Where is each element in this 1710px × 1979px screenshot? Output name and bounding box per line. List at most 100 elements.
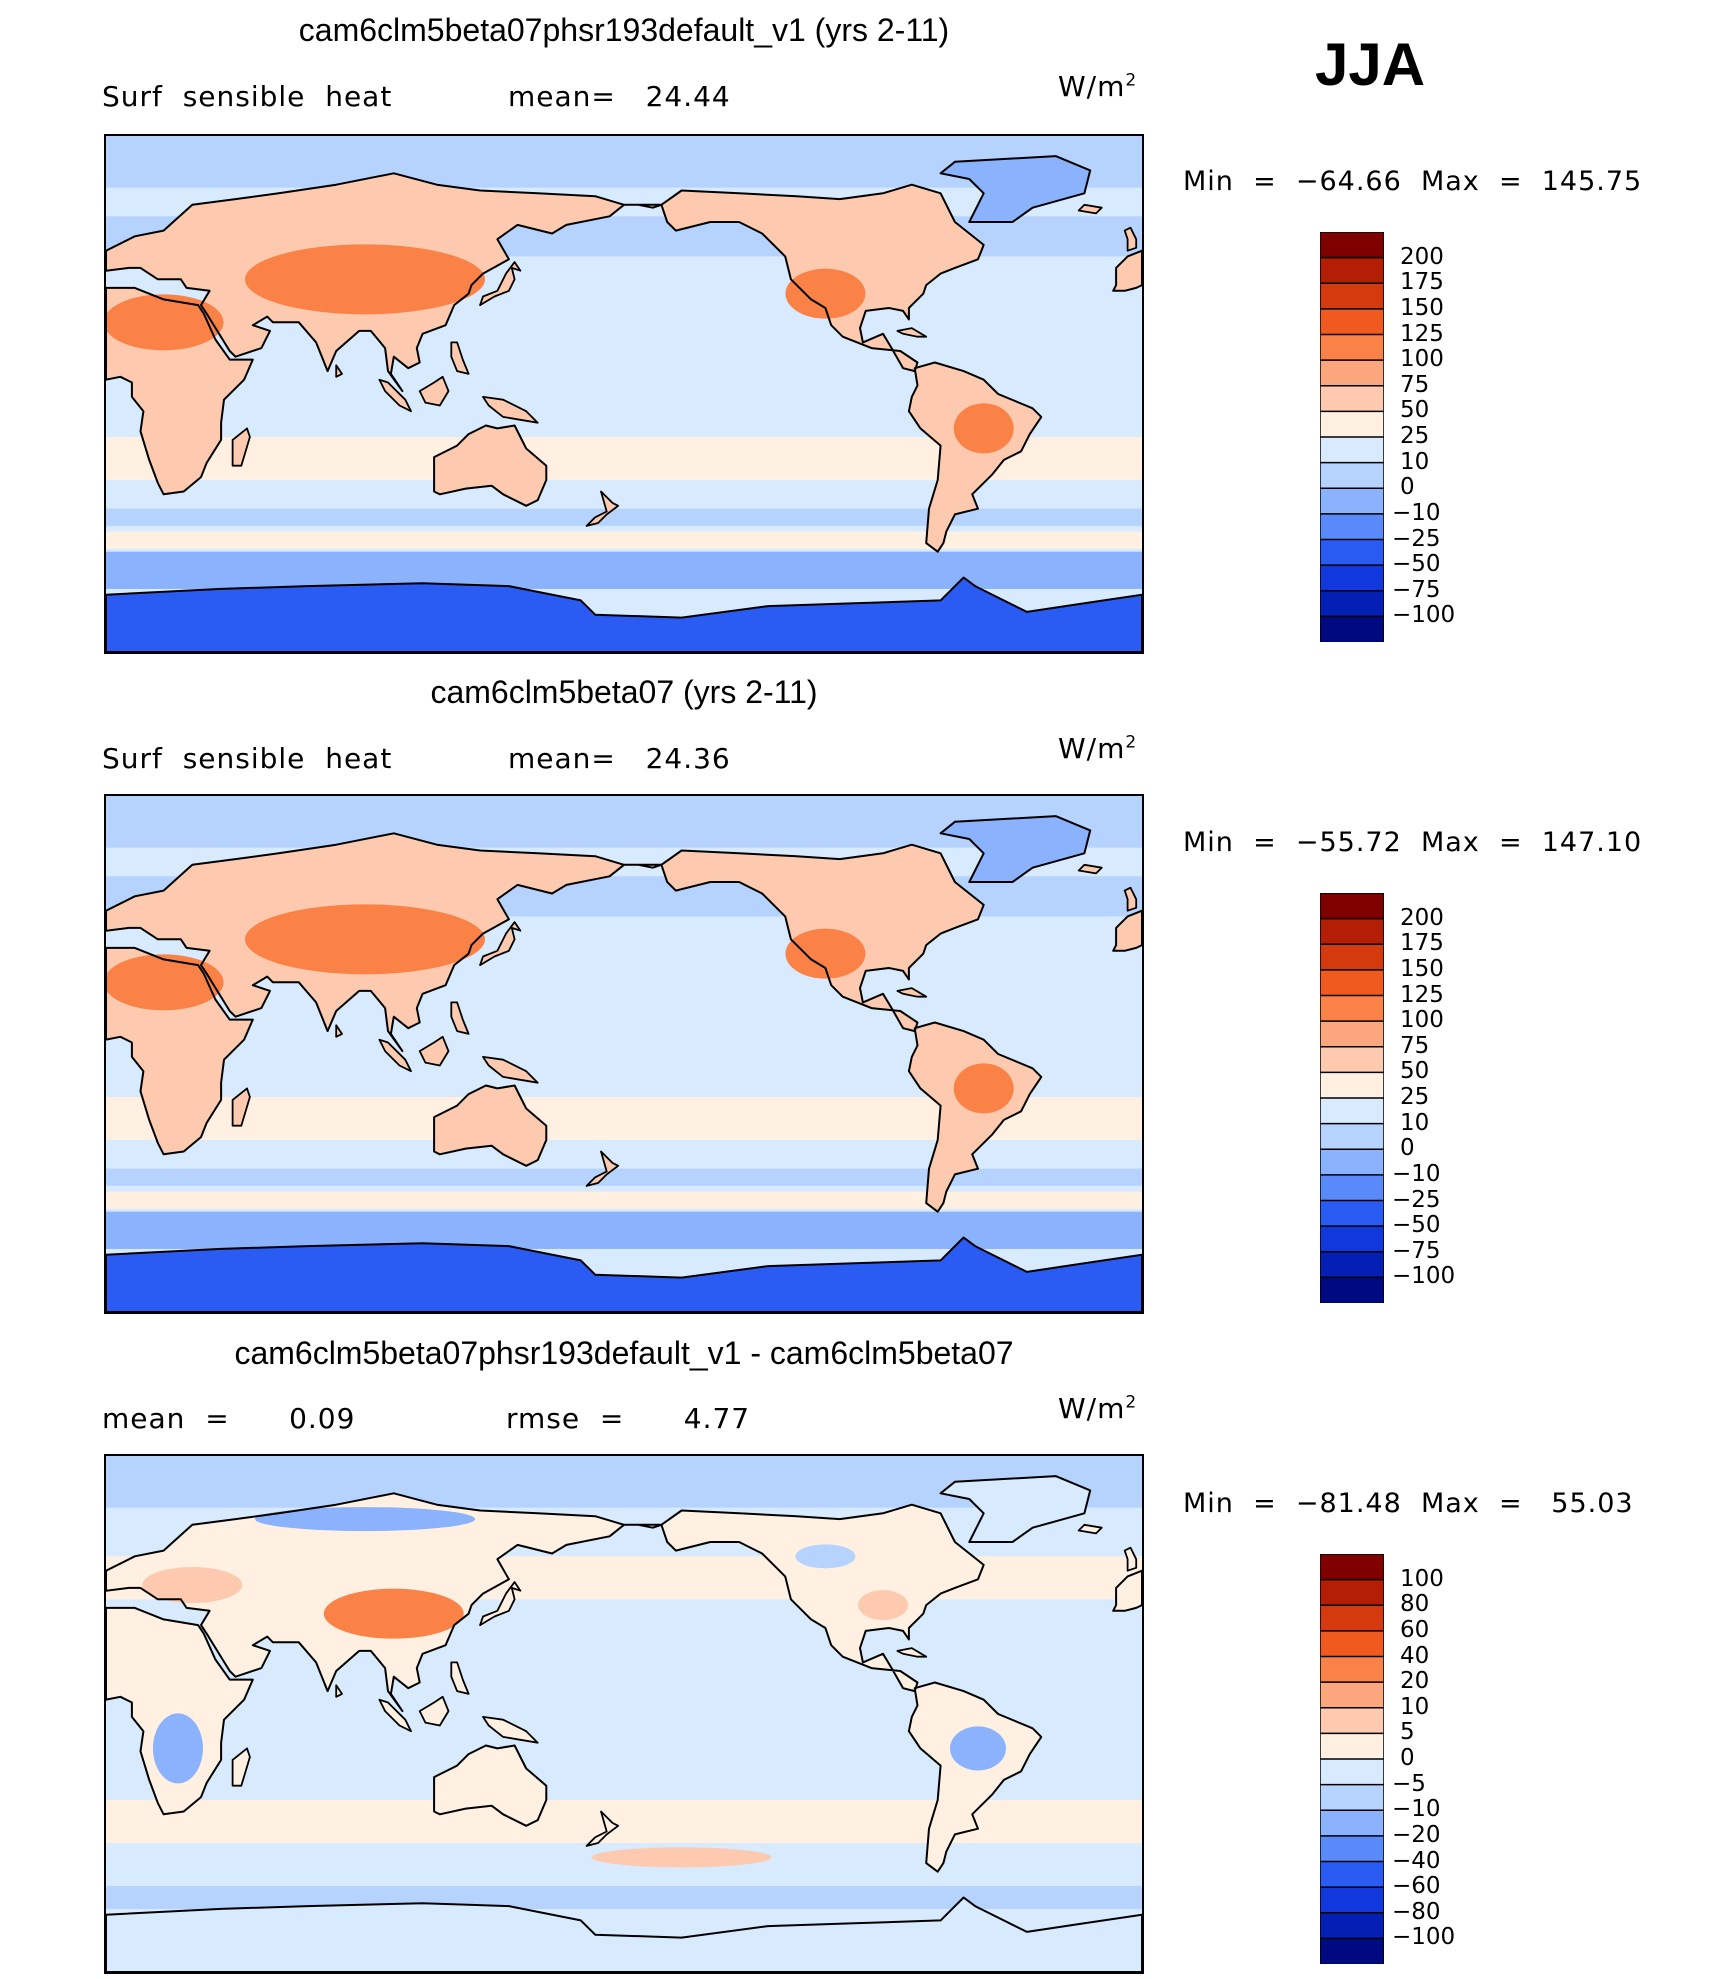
colorbar-tick-label: 5 — [1400, 1719, 1415, 1746]
landmass-australia — [434, 1745, 547, 1826]
colorbar-box — [1320, 513, 1384, 541]
colorbar-box — [1320, 1046, 1384, 1074]
island-philippines — [450, 1661, 470, 1695]
colorbar-tick-label: 80 — [1400, 1591, 1430, 1618]
panel-1-mean-label: mean= 24.44 — [508, 80, 731, 113]
coastline-antarctica — [106, 1896, 1142, 1972]
landmass-samerica — [908, 1022, 1042, 1212]
coastline-australia — [433, 424, 548, 507]
warm-anomaly-blob — [106, 954, 224, 1011]
panel-2-colorbar — [1320, 893, 1384, 1303]
colorbar-box — [1320, 1199, 1384, 1228]
colorbar-box — [1320, 1097, 1384, 1125]
difference-blob — [591, 1847, 772, 1868]
colorbar-box — [1320, 1630, 1384, 1658]
colorbar-tick-label: 125 — [1400, 981, 1444, 1008]
southern-ocean-band — [106, 1168, 1142, 1186]
colorbar-box — [1320, 232, 1384, 259]
colorbar-tick-label: 25 — [1400, 423, 1430, 449]
island-borneo — [418, 1035, 450, 1067]
colorbar-box — [1320, 1604, 1384, 1633]
difference-blob — [795, 1544, 856, 1569]
panel-3-title: cam6clm5beta07phsr193default_v1 - cam6cl… — [234, 1335, 1014, 1371]
colorbar-box — [1320, 917, 1384, 946]
island-iceland — [1077, 203, 1103, 215]
colorbar-tick-label: −50 — [1392, 551, 1441, 578]
island-iceland — [1077, 863, 1103, 875]
warm-anomaly-blob — [106, 294, 224, 351]
colorbar-tick-label: −5 — [1392, 1770, 1426, 1797]
panel-3-map — [104, 1454, 1144, 1974]
panel-3-max: Max = 55.03 — [1420, 1488, 1634, 1519]
coastline-namerica_west — [623, 1523, 663, 1529]
colorbar-tick-label: −60 — [1392, 1873, 1441, 1900]
colorbar-tick-label: 40 — [1400, 1642, 1430, 1669]
colorbar-tick-label: 0 — [1400, 474, 1415, 501]
coastline-namerica — [660, 1503, 985, 1693]
warm-anomaly-blob — [785, 268, 866, 319]
island-srilanka — [335, 1684, 343, 1698]
coastline-eurasia — [106, 832, 625, 1053]
island-britain — [1123, 1546, 1138, 1572]
colorbar-box — [1320, 1783, 1384, 1812]
island-cuba — [896, 987, 928, 998]
coastline-samerica — [907, 361, 1043, 553]
antarctic-ocean-band — [106, 1886, 1142, 1909]
colorbar-box — [1320, 1122, 1384, 1151]
colorbar-box — [1320, 1020, 1384, 1048]
island-britain — [1123, 226, 1138, 252]
colorbar-tick-label: 200 — [1400, 243, 1444, 270]
panel-1-min: Min = −64.66 — [1183, 166, 1402, 197]
colorbar-tick-label: 60 — [1400, 1616, 1430, 1643]
island-philippines — [450, 1001, 470, 1035]
panel-2-min: Min = −55.72 — [1183, 827, 1402, 858]
warm-anomaly-blob — [245, 244, 485, 315]
coastline-europe_east — [1112, 1569, 1142, 1612]
coastline-greenland — [939, 815, 1092, 883]
colorbar-tick-label: −50 — [1392, 1212, 1441, 1239]
island-sumatra — [378, 378, 412, 413]
coastline-africa — [106, 286, 254, 496]
coastline-greenland — [939, 155, 1092, 223]
island-japan — [479, 921, 522, 967]
colorbar-tick-label: −100 — [1392, 1924, 1456, 1951]
island-cuba — [896, 327, 928, 338]
colorbar-box — [1320, 1071, 1384, 1100]
southern-ocean-warm-band — [106, 1191, 1142, 1209]
colorbar-tick-label: 20 — [1400, 1668, 1430, 1695]
southern-ocean-band — [106, 1800, 1142, 1843]
colorbar-box — [1320, 893, 1384, 920]
difference-blob — [949, 1726, 1006, 1771]
landmass-samerica — [908, 1682, 1042, 1872]
island-newguinea — [482, 1055, 539, 1084]
colorbar-box — [1320, 564, 1384, 592]
island-srilanka — [335, 364, 343, 378]
colorbar-tick-label: 150 — [1400, 294, 1444, 321]
colorbar-tick-label: −10 — [1392, 1796, 1441, 1823]
colorbar-box — [1320, 1276, 1384, 1303]
colorbar-tick-label: 175 — [1400, 930, 1444, 957]
colorbar-tick-label: −10 — [1392, 499, 1441, 526]
colorbar-tick-label: 50 — [1400, 1058, 1430, 1085]
colorbar-box — [1320, 1655, 1384, 1684]
island-newzealand — [585, 1810, 620, 1847]
colorbar-tick-label: −100 — [1392, 1263, 1456, 1290]
coastline-antarctica — [106, 1236, 1142, 1312]
colorbar-tick-label: −100 — [1392, 602, 1456, 629]
colorbar-box — [1320, 1937, 1384, 1964]
colorbar-tick-label: 125 — [1400, 320, 1444, 347]
coastline-australia — [433, 1084, 548, 1167]
difference-blob — [142, 1567, 243, 1603]
island-newzealand — [585, 1150, 620, 1187]
colorbar-box — [1320, 1860, 1384, 1889]
colorbar-box — [1320, 1225, 1384, 1253]
colorbar-box — [1320, 256, 1384, 285]
colorbar-tick-label: −75 — [1392, 1237, 1441, 1264]
island-newzealand — [585, 490, 620, 527]
colorbar-box — [1320, 538, 1384, 567]
coastline-africa — [106, 946, 254, 1156]
coastline-namerica_west — [623, 203, 663, 209]
coastline-europe_east — [1112, 249, 1142, 292]
panel-3-colorbar — [1320, 1554, 1384, 1964]
panel-1-variable-label: Surf sensible heat — [102, 80, 393, 113]
